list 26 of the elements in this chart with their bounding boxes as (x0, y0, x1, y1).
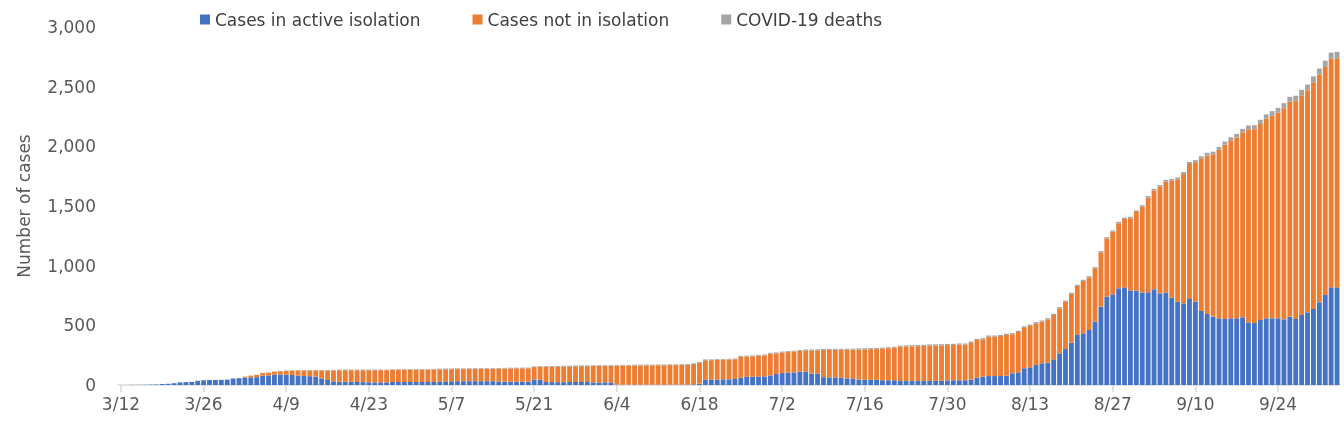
x-tick-label: 7/16 (845, 393, 884, 414)
y-tick-label: 3,000 (47, 17, 96, 37)
y-tick-label: 0 (85, 375, 96, 395)
x-tick-label: 3/26 (184, 393, 223, 414)
legend-label: Cases not in isolation (487, 9, 670, 30)
x-tick-label: 8/27 (1093, 393, 1132, 414)
x-tick-label: 4/23 (349, 393, 388, 414)
x-tick-label: 5/7 (437, 393, 466, 414)
y-tick-label: 500 (63, 315, 96, 336)
legend-label: COVID-19 deaths (736, 9, 883, 30)
x-tick-label: 9/24 (1258, 393, 1298, 414)
y-tick-label: 2,500 (47, 76, 96, 97)
x-tick-label: 9/10 (1176, 393, 1215, 414)
x-tick-label: 7/2 (768, 393, 796, 414)
x-tick-label: 6/4 (603, 393, 631, 414)
x-tick-label: 4/9 (272, 393, 300, 414)
y-tick-label: 1,000 (47, 255, 96, 276)
x-tick-label: 6/18 (680, 393, 719, 414)
legend-label: Cases in active isolation (215, 9, 421, 30)
y-axis-title: Number of cases (13, 134, 34, 278)
x-tick-label: 5/21 (515, 393, 554, 414)
x-tick-label: 8/13 (1010, 393, 1050, 414)
x-tick-label: 7/30 (928, 393, 967, 414)
x-tick-label: 3/12 (101, 393, 141, 414)
y-tick-label: 2,000 (47, 136, 96, 157)
y-tick-label: 1,500 (47, 196, 96, 216)
